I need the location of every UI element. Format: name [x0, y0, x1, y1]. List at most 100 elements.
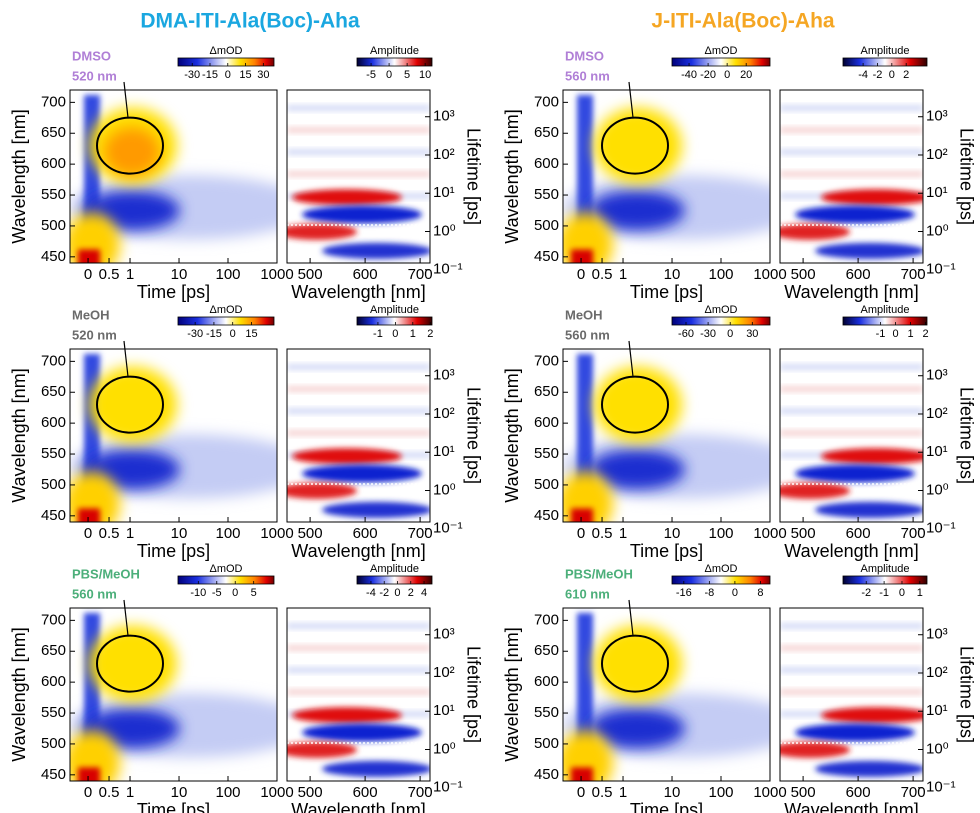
colorbar-tick-label: -30 [187, 328, 203, 340]
y2-tick-label: 10³ [433, 108, 455, 125]
amp-frame [286, 348, 431, 523]
x-tick-label: 700 [408, 784, 433, 801]
y2-tick-label: 10³ [433, 626, 455, 643]
excitation-pointer [123, 599, 129, 636]
y2-tick-label: 10³ [926, 367, 948, 384]
colorbar-tick-label: 2 [922, 328, 928, 340]
colorbar-label: ΔmOD [704, 304, 737, 316]
x-axis-title: Time [ps] [137, 541, 210, 561]
colorbar-label: Amplitude [861, 563, 910, 575]
amp-blue-low [322, 501, 430, 518]
y-tick-label: 700 [41, 611, 66, 628]
amp-frame [779, 89, 924, 264]
amp-stripe [287, 430, 430, 436]
y2-tick-label: 10⁻¹ [926, 520, 956, 537]
colorbar-tick-label: -5 [212, 587, 222, 599]
x-axis-title: Time [ps] [630, 800, 703, 813]
colorbar-tick-label: 10 [419, 69, 431, 81]
colorbar-tick-label: -15 [202, 69, 218, 81]
colorbar-tick-label: -30 [184, 69, 200, 81]
colorbar-tick-label: -2 [861, 587, 871, 599]
colorbar-tick-label: -16 [676, 587, 692, 599]
x-tick-label: 0 [84, 266, 92, 283]
amp-blue-band [302, 464, 422, 483]
y-axis-title: Wavelength [nm] [502, 368, 522, 502]
colorbar-tick-label: 0 [230, 328, 236, 340]
column-title: DMA-ITI-Ala(Boc)-Aha [140, 10, 360, 33]
amp-frame [286, 607, 431, 782]
x-tick-label: 600 [846, 784, 871, 801]
x-tick-label: 0.5 [99, 525, 120, 542]
y-tick-label: 650 [41, 642, 66, 659]
x-tick-label: 1 [619, 266, 627, 283]
y-tick-label: 450 [41, 507, 66, 524]
amp-stripe [287, 364, 430, 370]
colorbar-tick-label: -8 [704, 587, 714, 599]
amp-blue-low [815, 242, 923, 259]
colorbar-tick-label: 1 [907, 328, 913, 340]
colorbar-tick-label: 2 [427, 328, 433, 340]
excitation-label: 560 nm [565, 327, 610, 342]
colorbar-tick-label: 0 [732, 587, 738, 599]
x-axis-title: Wavelength [nm] [291, 282, 425, 302]
x-tick-label: 100 [708, 266, 733, 283]
heatmap-blue [589, 190, 685, 231]
y2-tick-label: 10¹ [926, 184, 948, 201]
x-tick-label: 100 [215, 784, 240, 801]
y-tick-label: 500 [534, 217, 559, 234]
amp-stripe [780, 171, 923, 177]
y2-tick-label: 10³ [926, 626, 948, 643]
y2-axis-title: Lifetime [ps] [956, 646, 976, 743]
y-axis-title: Wavelength [nm] [502, 627, 522, 761]
colorbar-tick-label: -40 [681, 69, 697, 81]
x-tick-label: 0 [577, 266, 585, 283]
y2-tick-label: 10⁰ [926, 222, 949, 239]
colorbar-tick-label: 0 [225, 69, 231, 81]
colorbar-tick-label: -2 [873, 69, 883, 81]
x-tick-label: 500 [298, 266, 323, 283]
heatmap-red [78, 249, 100, 263]
colorbar-tick-label: 2 [408, 587, 414, 599]
amp-red-band [292, 189, 402, 206]
y-tick-label: 650 [41, 383, 66, 400]
y2-axis-title: Lifetime [ps] [463, 387, 483, 484]
amp-stripe [780, 408, 923, 414]
solvent-label: DMSO [72, 48, 111, 63]
heatmap-blue-early [577, 95, 593, 228]
y2-tick-label: 10² [926, 146, 948, 163]
plot-area [70, 90, 277, 263]
y2-tick-label: 10⁰ [926, 740, 949, 757]
heatmap-frame [69, 348, 278, 523]
x-tick-label: 600 [353, 266, 378, 283]
colorbar-tick-label: -10 [190, 587, 206, 599]
amp-blue-band [795, 205, 915, 224]
y2-tick-label: 10² [926, 664, 948, 681]
y2-tick-label: 10² [433, 146, 455, 163]
colorbar [177, 575, 275, 585]
x-tick-label: 1000 [753, 784, 786, 801]
amp-blue-band [795, 723, 915, 742]
x-tick-label: 600 [353, 784, 378, 801]
solvent-label: DMSO [565, 48, 604, 63]
heatmap-blue [589, 449, 685, 490]
x-tick-label: 700 [408, 266, 433, 283]
x-axis-title: Time [ps] [630, 541, 703, 561]
y-tick-label: 650 [534, 383, 559, 400]
y-tick-label: 600 [534, 155, 559, 172]
colorbar-tick-label: 0 [724, 69, 730, 81]
y2-tick-label: 10⁰ [926, 481, 949, 498]
colorbar [177, 316, 275, 326]
amp-stripe [780, 127, 923, 133]
colorbar-tick-label: -15 [206, 328, 222, 340]
plot-area [70, 608, 277, 781]
highlight-ellipse [96, 375, 164, 434]
y-tick-label: 600 [534, 673, 559, 690]
x-tick-label: 10 [171, 784, 188, 801]
y2-axis-title: Lifetime [ps] [956, 128, 976, 225]
colorbar-label: ΔmOD [209, 563, 242, 575]
excitation-label: 520 nm [72, 327, 117, 342]
x-tick-label: 0 [577, 525, 585, 542]
solvent-label: MeOH [72, 307, 110, 322]
x-tick-label: 600 [353, 525, 378, 542]
y-tick-label: 450 [41, 766, 66, 783]
